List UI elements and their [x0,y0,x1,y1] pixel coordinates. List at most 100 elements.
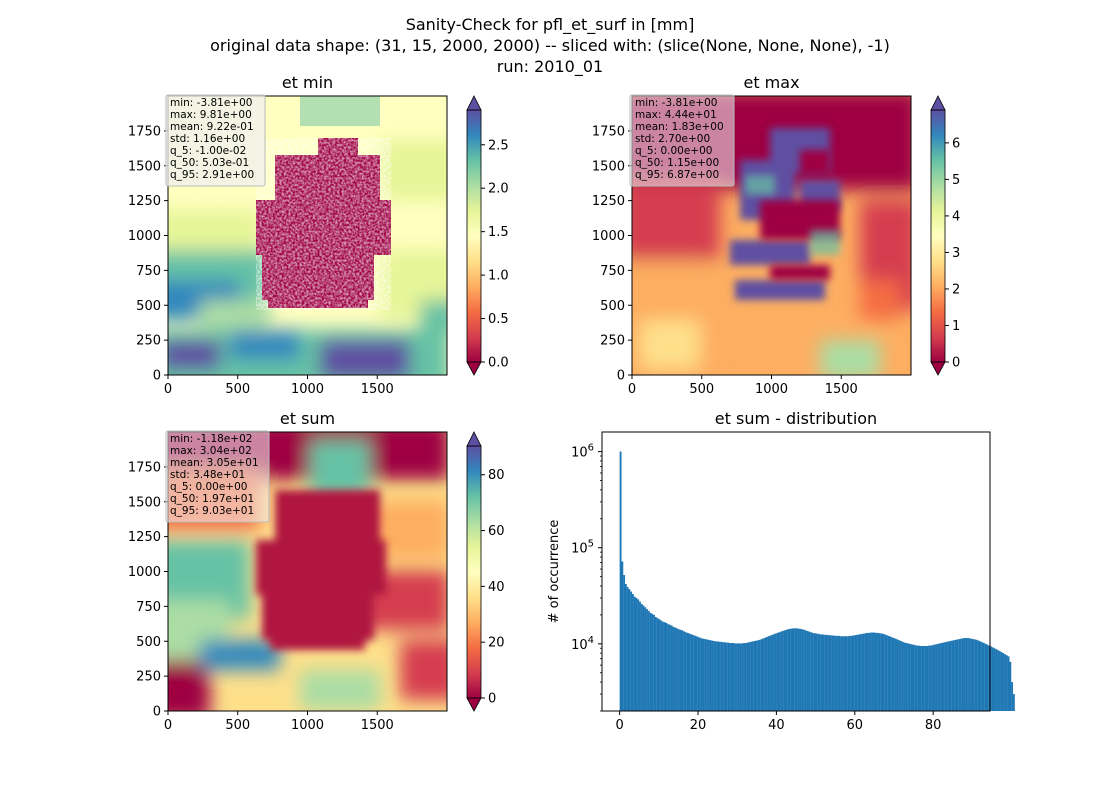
histogram-bar [961,638,964,711]
colorbar-tick-label: 4 [952,209,960,224]
x-tick-label: 0 [164,718,172,733]
axis-ticks: 0 20 40 60 80 104 105 106 [571,443,941,733]
histogram-bar [709,640,712,711]
stat-min: min: -3.81e+00 [170,97,252,109]
axis-ticks: 0 500 1000 1500 0 250 500 750 1000 1250 1500 1750 [128,124,394,397]
histogram-bar [938,643,941,711]
histogram-bar [875,632,878,711]
histogram-bar [669,624,671,711]
heatmap-image [632,96,911,375]
histogram-bar [723,642,726,711]
colorbar-tick-label: 2 [952,282,960,297]
histogram-bar [769,635,772,711]
colorbar-tick-label: 60 [488,524,505,539]
histogram-bar [813,633,816,711]
stat-q5: q_5: -1.00e-02 [170,145,246,157]
histogram-bars [619,451,1015,711]
y-tick-label: 500 [136,299,161,314]
stat-std: std: 2.70e+00 [635,133,710,145]
histogram-bar [751,641,754,711]
histogram-bar [725,642,728,711]
y-tick-label: 105 [571,539,594,557]
histogram-bar [803,629,805,711]
histogram-bar [644,607,647,711]
histogram-bar [845,636,848,711]
histogram-bar [922,645,925,711]
histogram-bar [690,634,693,711]
histogram-bar [699,637,701,711]
x-tick-label: 0 [164,382,172,397]
x-tick-label: 20 [690,718,707,733]
colorbar-tick-label: 20 [488,636,505,651]
histogram-bar [840,636,842,711]
x-tick-label: 500 [225,718,250,733]
histogram-bar [956,639,959,711]
histogram-bar [882,633,885,711]
histogram-bar [990,646,992,711]
histogram-bar [785,629,788,711]
histogram-bar [859,634,862,711]
histogram-bar [766,636,768,711]
histogram-bar [981,642,984,711]
colorbar-tick-label: 40 [488,580,505,595]
y-tick-label: 500 [136,635,161,650]
histogram-bar [646,609,648,711]
histogram-bar [797,628,800,711]
histogram-bar [815,633,818,711]
panel-et-sum: et sum 0 500 [128,409,505,733]
histogram-bar [822,634,825,711]
histogram-bar [894,638,897,711]
histogram-bar [676,628,678,711]
histogram-bar [907,643,909,711]
y-tick-label: 750 [136,264,161,279]
y-axis-label: # of occurrence [547,520,562,624]
colorbar-tick-label: 2.0 [488,182,509,197]
histogram-bar [818,634,821,711]
histogram-bar [656,618,659,711]
histogram-bar [783,630,786,711]
histogram-bar [808,631,811,711]
histogram-bar [647,610,650,711]
histogram-bar [993,648,996,711]
histogram-bar [988,645,991,711]
stat-q95: q_95: 2.91e+00 [170,169,254,181]
histogram-bar [677,629,680,711]
histogram-bar [810,632,812,711]
histogram-bar [954,639,957,711]
histogram-bar [640,603,643,711]
histogram-bar [688,633,691,711]
histogram-bar [681,630,684,711]
histogram-bar [928,645,931,711]
histogram-bar [684,632,687,711]
y-tick-label: 106 [571,443,594,461]
histogram-bar [864,633,867,711]
histogram-bar [762,638,765,711]
histogram-bar [968,638,971,711]
figure-subtitle-run: run: 2010_01 [497,57,603,77]
x-tick-label: 1500 [361,718,394,733]
histogram-bar [773,634,775,711]
histogram-bar [843,636,846,711]
x-tick-label: 1500 [825,382,858,397]
histogram-bar [736,643,738,711]
stat-min: min: -1.18e+02 [170,433,252,445]
histogram-bar [831,635,834,711]
histogram-bar [792,628,795,711]
histogram-bar [884,634,887,711]
histogram-bar [764,637,767,711]
histogram-bar [633,596,636,711]
histogram-bar [811,632,814,711]
histogram-bar [854,635,857,711]
histogram-bar [873,632,876,711]
histogram-bar [718,641,721,711]
histogram-bar [623,575,626,711]
histogram-bar [672,626,675,711]
histogram-bar [852,635,855,711]
histogram-bar [674,627,677,711]
y-tick-label: 1750 [128,460,161,475]
stat-q5: q_5: 0.00e+00 [635,145,712,157]
histogram-bar [734,643,737,711]
stat-max: max: 3.04e+02 [170,445,252,457]
histogram-bar [711,640,714,711]
